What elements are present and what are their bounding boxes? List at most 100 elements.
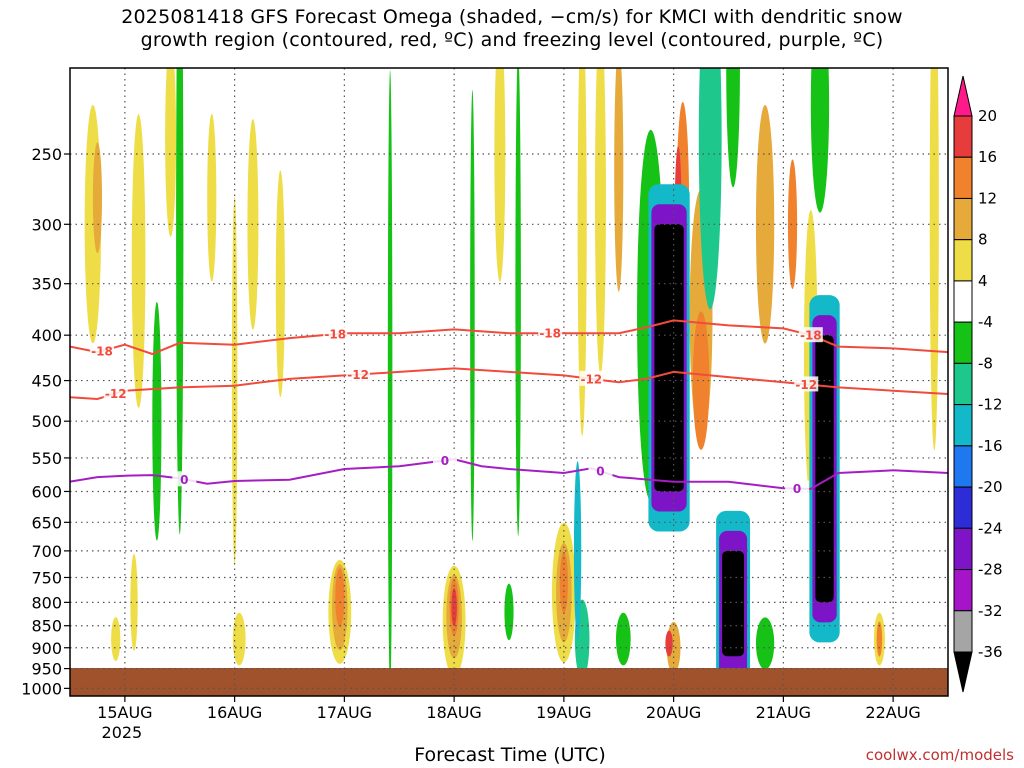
shading-blob-41 [698,68,722,310]
shading-blob-13 [111,617,121,662]
colorbar-tick-11: -28 [978,561,1003,579]
shading-blob-27 [515,68,521,536]
x-tick-label-0: 15AUG [97,703,152,722]
y-tick-label-450: 450 [31,372,62,391]
shading-blob-44 [929,68,939,451]
colorbar-segment-3 [953,197,973,241]
x-tick-label-4: 19AUG [536,703,591,722]
colorbar-top-arrow [953,75,973,117]
x-tick-sublabel-0: 2025 [102,723,143,742]
contour-label-1-2: -12 [580,372,602,386]
colorbar-tick-4: 4 [978,272,988,290]
y-tick-label-750: 750 [31,568,62,587]
updraft-core-2 [815,335,834,603]
x-tick-label-3: 18AUG [426,703,481,722]
x-tick-label-5: 20AUG [646,703,701,722]
contour-label-bg-2-1 [432,452,457,468]
colorbar-tick-12: -32 [978,602,1003,620]
ground-surface [70,668,948,696]
y-tick-label-1000: 1000 [21,679,62,698]
colorbar-segment-5 [953,280,973,323]
shading-blob-2 [131,114,146,408]
y-tick-label-250: 250 [31,145,62,164]
shading-blob-30 [573,461,582,641]
shading-blob-4 [182,94,196,245]
contour-label-bg-0-1 [323,326,348,342]
contour-label-bg-0-2 [538,325,563,341]
contour-label-2-0: 0 [180,473,188,487]
shading-blob-16 [335,568,345,627]
shading-blob-42 [726,68,740,188]
colorbar-tick-10: -24 [978,519,1003,537]
contour-label-bg-1-0 [103,385,128,401]
contour-label-0-1: -18 [324,328,346,342]
colorbar-segment-10 [953,486,973,529]
shading-blob-51 [665,630,673,657]
y-tick-label-800: 800 [31,593,62,612]
colorbar-segment-7 [953,362,973,406]
shading-blob-25 [594,68,606,375]
contour-label-bg-2-2 [588,463,613,479]
contour-label-0-2: -18 [539,327,561,341]
colorbar-tick-13: -36 [978,643,1003,661]
contour-label-bg-1-2 [579,370,604,386]
shading-blob-1 [92,142,103,254]
colorbar-segment-13 [953,610,973,653]
y-tick-label-700: 700 [31,542,62,561]
contour-label-0-3: -18 [800,329,822,343]
y-tick-label-300: 300 [31,215,62,234]
shading-blob-32 [692,311,710,450]
colorbar-segment-2 [953,156,973,199]
shading-blob-26 [614,68,624,292]
contour-label-bg-0-3 [798,327,823,343]
x-tick-label-6: 21AUG [756,703,811,722]
contour-label-bg-2-0 [172,471,197,487]
x-tick-label-1: 16AUG [207,703,262,722]
chart-title: 2025081418 GFS Forecast Omega (shaded, −… [0,6,1024,52]
updraft-core-1 [722,550,745,657]
title-line-2: growth region (contoured, red, ºC) and f… [140,29,884,51]
contour-label-2-2: 0 [596,465,604,479]
shading-blob-23 [559,552,568,614]
shading-blob-24 [577,68,587,436]
plot-frame [69,67,949,697]
y-tick-label-400: 400 [31,326,62,345]
shading-blob-47 [504,583,514,641]
colorbar-tick-5: -4 [978,313,993,331]
y-tick-label-650: 650 [31,513,62,532]
y-tick-label-950: 950 [31,660,62,679]
contour-label-2-1: 0 [441,454,449,468]
x-axis-label: Forecast Time (UTC) [414,744,606,766]
colorbar-tick-1: 16 [978,148,997,166]
contour-label-1-0: -12 [105,387,127,401]
shading-blob-46 [470,89,475,541]
colorbar-tick-2: 12 [978,189,997,207]
contour-label-2-3: 0 [793,482,801,496]
y-tick-label-350: 350 [31,275,62,294]
title-line-1: 2025081418 GFS Forecast Omega (shaded, −… [121,6,903,28]
colorbar-segment-8 [953,404,973,447]
shading-blob-49 [755,617,775,670]
colorbar-tick-6: -8 [978,354,993,372]
y-axis: 250 300 350 400 450 500 550 600 650 700 750 800 850 9… [21,145,70,698]
shading-blob-5 [176,68,184,535]
contour-line-1 [70,367,948,401]
credit-link[interactable]: coolwx.com/models [865,746,1014,764]
x-tick-label-2: 17AUG [317,703,372,722]
contour-label-1-3: -12 [795,378,817,392]
colorbar-tick-8: -16 [978,437,1003,455]
shading-blob-28 [494,68,506,282]
shading-blob-3 [165,68,177,237]
shading-blob-11 [130,553,138,651]
colorbar-segment-6 [953,321,973,364]
shading-blob-39 [876,621,883,657]
y-tick-label-500: 500 [31,412,62,431]
contour-label-bg-2-3 [785,480,810,496]
colorbar-segment-9 [953,445,973,488]
colorbar-tick-9: -20 [978,478,1003,496]
colorbar-tick-7: -12 [978,396,1003,414]
omega-shading [84,68,939,696]
shading-blob-36 [787,159,798,290]
contour-label-bg-0-0 [90,342,115,358]
